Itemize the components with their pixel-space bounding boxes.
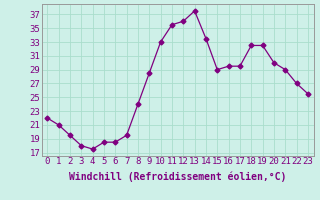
X-axis label: Windchill (Refroidissement éolien,°C): Windchill (Refroidissement éolien,°C) (69, 172, 286, 182)
